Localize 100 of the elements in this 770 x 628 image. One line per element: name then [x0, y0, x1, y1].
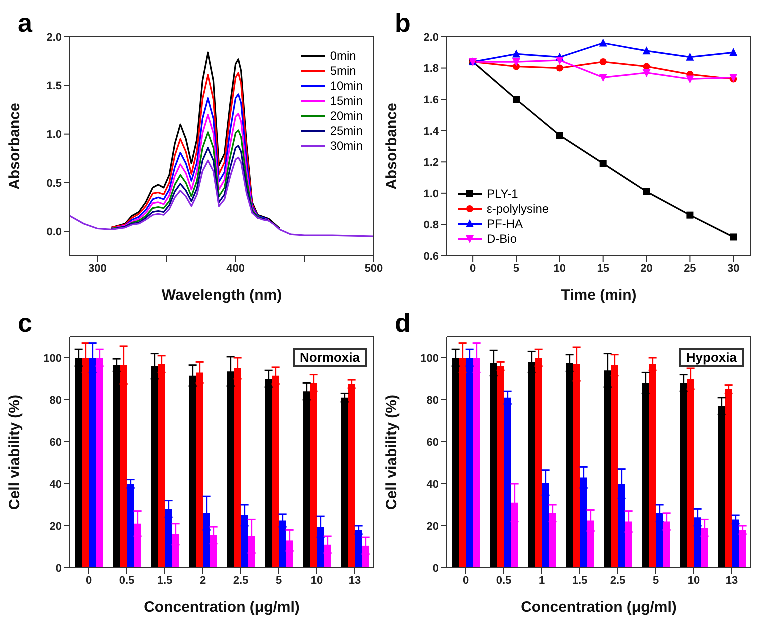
y-tick-label: 0: [56, 562, 62, 575]
x-tick-label: 30: [728, 262, 740, 275]
x-tick-label: 2: [200, 574, 206, 587]
x-tick-label: 5: [276, 574, 282, 587]
x-tick-label: 0: [86, 574, 92, 587]
y-axis-title: Cell viability (%): [383, 394, 400, 510]
chart-title: d: [395, 308, 411, 339]
chart-title: a: [18, 8, 32, 39]
bar: [341, 398, 348, 568]
y-tick-label: 0.6: [424, 250, 439, 263]
point: [730, 234, 738, 241]
legend-label: 25min: [330, 124, 363, 138]
x-tick-label: 10: [688, 574, 700, 587]
annotation: Hypoxia: [679, 348, 744, 367]
y-tick-label: 20: [50, 520, 62, 533]
point: [642, 69, 651, 78]
legend-label: 20min: [330, 108, 363, 122]
x-tick-label: 25: [684, 262, 696, 275]
x-tick-label: 0.5: [119, 574, 135, 587]
point: [730, 48, 738, 56]
x-tick-label: 1.5: [157, 574, 173, 587]
point: [686, 52, 694, 61]
y-tick-label: 60: [50, 436, 62, 449]
point: [643, 63, 650, 70]
legend-label: 10min: [330, 78, 363, 92]
bar: [497, 366, 504, 568]
legend-label: 30min: [330, 138, 363, 152]
x-tick-label: 2.5: [610, 574, 626, 587]
x-tick-label: 500: [364, 262, 384, 275]
y-tick-label: 80: [50, 394, 62, 407]
y-tick-label: 60: [426, 436, 439, 449]
bar: [732, 520, 740, 568]
y-tick-label: 1.4: [424, 126, 440, 138]
point: [600, 160, 607, 168]
y-tick-label: 40: [426, 478, 439, 491]
y-tick-label: 100: [44, 352, 62, 365]
y-tick-label: 100: [420, 352, 439, 365]
x-tick-label: 20: [640, 262, 653, 275]
chart-title: c: [18, 308, 32, 339]
legend-label: PF-HA: [487, 216, 523, 230]
y-axis-title: Absorbance: [383, 103, 400, 190]
point: [642, 46, 651, 55]
point: [512, 50, 520, 58]
y-tick-label: 0.5: [46, 178, 62, 190]
bar: [725, 390, 732, 568]
y-tick-label: 0: [432, 562, 439, 575]
bar: [348, 384, 356, 568]
bar: [355, 530, 362, 568]
legend-label: PLY-1: [487, 186, 518, 200]
y-tick-label: 1.8: [424, 63, 439, 76]
point: [599, 38, 608, 47]
x-tick-label: 13: [726, 574, 738, 587]
point: [556, 132, 564, 140]
legend-label: D-Bio: [487, 232, 518, 246]
y-tick-label: 1.0: [424, 188, 439, 200]
point: [686, 212, 694, 219]
annotation: Normoxia: [293, 348, 367, 367]
y-tick-label: 2.0: [424, 32, 439, 44]
point: [643, 188, 650, 196]
x-tick-label: 10: [310, 574, 324, 587]
x-tick-label: 0: [470, 262, 476, 275]
y-axis-title: Absorbance: [6, 103, 24, 190]
x-tick-label: 5: [652, 574, 660, 587]
legend-label: 5min: [330, 64, 356, 78]
x-tick-label: 5: [513, 262, 520, 275]
x-axis-title: Time (min): [561, 287, 637, 304]
x-tick-label: 10: [554, 262, 566, 275]
chart-title: b: [395, 8, 411, 39]
bar: [739, 530, 746, 568]
point: [556, 56, 564, 65]
x-axis-title: Wavelength (nm): [162, 287, 282, 304]
y-tick-label: 2.0: [46, 32, 62, 44]
y-axis-title: Cell viability (%): [6, 394, 24, 510]
y-tick-label: 1.5: [46, 80, 62, 93]
legend-label: 0min: [330, 48, 356, 62]
x-axis-title: Concentration (μg/ml): [144, 599, 300, 616]
x-tick-label: 0: [462, 574, 470, 587]
x-tick-label: 300: [88, 262, 107, 275]
y-tick-label: 0.8: [424, 220, 439, 232]
point: [599, 74, 608, 82]
y-tick-label: 1.2: [424, 157, 439, 170]
x-tick-label: 400: [226, 262, 245, 275]
legend-label: 15min: [330, 94, 363, 108]
point: [512, 96, 520, 104]
y-tick-label: 20: [426, 520, 439, 533]
point: [686, 76, 694, 84]
line-series: [70, 156, 374, 238]
x-tick-label: 2.5: [233, 574, 249, 587]
y-tick-label: 0.0: [46, 226, 62, 239]
x-tick-label: 15: [597, 262, 610, 275]
x-tick-label: 1.5: [572, 574, 588, 587]
point: [600, 58, 607, 66]
x-tick-label: 1: [538, 574, 546, 587]
y-tick-label: 1.0: [46, 129, 62, 142]
y-tick-label: 1.6: [424, 94, 439, 106]
y-tick-label: 40: [50, 478, 62, 491]
x-tick-label: 13: [348, 574, 362, 587]
point: [512, 58, 520, 67]
x-axis-title: Concentration (μg/ml): [521, 599, 677, 616]
x-tick-label: 0.5: [496, 574, 512, 587]
